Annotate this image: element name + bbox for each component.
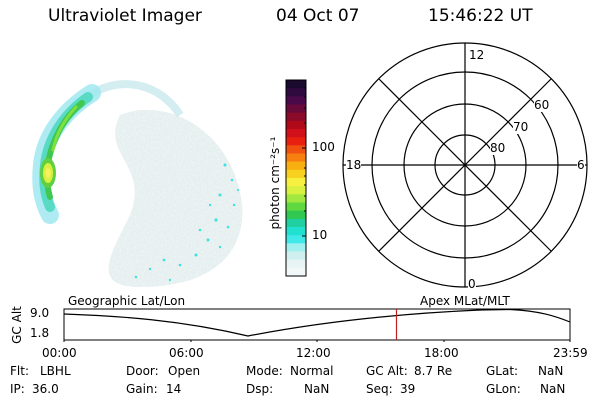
mode-value: Normal <box>290 364 334 378</box>
x-tick-2359: 23:59 <box>553 346 588 360</box>
color-scale-bar <box>285 79 307 277</box>
auroral-image <box>32 80 243 288</box>
colorbar-cell <box>286 80 306 89</box>
colorbar-tick-100: 100 <box>312 140 335 154</box>
colorbar-cell <box>286 267 306 277</box>
colorbar-tick-10: 10 <box>312 228 328 242</box>
flt-label: Flt: <box>10 364 29 378</box>
glat-value: NaN <box>538 364 564 378</box>
x-tick-0600: 06:00 <box>169 346 204 360</box>
colorbar-cell <box>286 169 306 179</box>
y-tick-low: 1.8 <box>30 326 50 340</box>
colorbar-cell <box>286 259 306 269</box>
gc-alt-label: GC Alt: <box>366 364 408 378</box>
y-tick-high: 9.0 <box>30 306 50 320</box>
colorbar-cell <box>286 96 306 105</box>
mlt-label-6: 6 <box>577 158 585 172</box>
mlt-label-18: 18 <box>346 158 362 172</box>
colorbar-cell <box>286 137 306 146</box>
gain-value: 14 <box>166 382 182 396</box>
colorbar-cell <box>286 153 306 163</box>
gain-label: Gain: <box>126 382 158 396</box>
time-label: 15:46:22 UT <box>428 6 533 26</box>
instrument-title: Ultraviolet Imager <box>48 6 202 26</box>
glon-value: NaN <box>540 382 566 396</box>
colorbar-cell <box>286 104 306 114</box>
colorbar-cell <box>286 227 306 236</box>
colorbar-cell <box>286 186 306 195</box>
x-tick-1800: 18:00 <box>424 346 459 360</box>
apex-label: Apex MLat/MLT <box>420 294 510 308</box>
geographic-label: Geographic Lat/Lon <box>68 294 186 308</box>
colorbar-cell <box>286 218 306 228</box>
colorbar-cell <box>286 161 306 171</box>
colorbar-cell <box>286 178 306 187</box>
seq-value: 39 <box>400 382 416 396</box>
mode-label: Mode: <box>246 364 283 378</box>
dsp-label: Dsp: <box>246 382 274 396</box>
colorbar-cell <box>286 194 306 203</box>
glon-label: GLon: <box>486 382 521 396</box>
ip-label: IP: <box>10 382 25 396</box>
colorbar-unit-label: photon cm⁻²s⁻¹ <box>268 136 282 230</box>
seq-label: Seq: <box>366 382 393 396</box>
colorbar-cell <box>286 112 306 122</box>
lat-label-80: 80 <box>490 141 506 155</box>
date-label: 04 Oct 07 <box>276 6 360 26</box>
polar-grid <box>342 42 588 288</box>
lat-label-70: 70 <box>513 120 529 134</box>
ip-value: 36.0 <box>32 382 59 396</box>
colorbar-cell <box>286 243 306 252</box>
door-label: Door: <box>126 364 159 378</box>
lat-label-60: 60 <box>534 98 550 112</box>
mlt-label-12: 12 <box>468 48 486 62</box>
colorbar-cell <box>286 145 306 154</box>
colorbar-cell <box>286 202 306 212</box>
glat-label: GLat: <box>486 364 519 378</box>
x-tick-0000: 00:00 <box>42 346 77 360</box>
gc-alt-axis-label: GC Alt <box>10 306 24 344</box>
colorbar-cell <box>286 120 306 130</box>
door-value: Open <box>168 364 201 378</box>
colorbar-cell <box>286 251 306 261</box>
x-tick-1200: 12:00 <box>296 346 331 360</box>
colorbar-cell <box>286 210 306 220</box>
dsp-value: NaN <box>304 382 330 396</box>
gc-alt-value: 8.7 Re <box>414 364 453 378</box>
colorbar-cell <box>286 129 306 138</box>
colorbar-cell <box>286 235 306 244</box>
flt-value: LBHL <box>40 364 71 378</box>
mlt-label-0: 0 <box>468 277 476 291</box>
colorbar-cell <box>286 88 306 97</box>
altitude-timeline <box>63 308 571 342</box>
